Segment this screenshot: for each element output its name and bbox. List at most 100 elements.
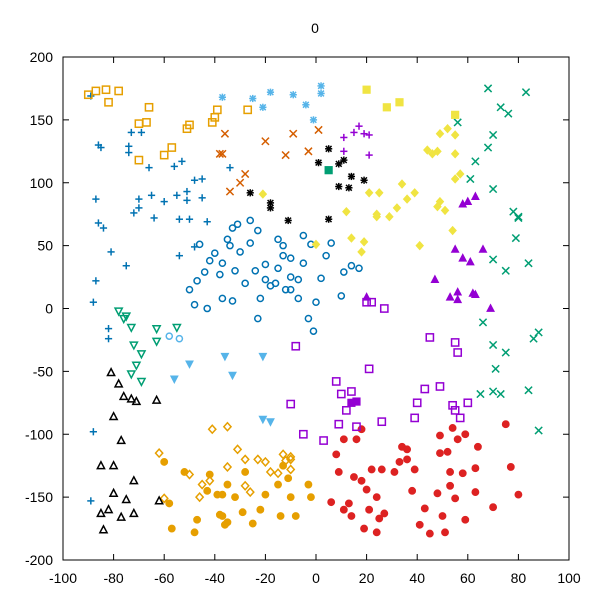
data-point (128, 475, 139, 485)
data-point (128, 507, 139, 518)
data-point (360, 524, 368, 533)
data-point (392, 203, 402, 213)
data-point (97, 143, 105, 152)
data-point (390, 468, 399, 476)
data-point (251, 266, 260, 275)
data-point (108, 460, 119, 470)
data-point (108, 487, 119, 497)
data-point (307, 493, 315, 502)
data-point (450, 406, 460, 415)
data-point (360, 130, 368, 138)
data-point (154, 495, 164, 505)
data-point (107, 248, 115, 256)
data-point (453, 118, 462, 127)
data-point (261, 137, 270, 146)
data-point (142, 118, 151, 127)
data-point (340, 133, 348, 142)
x-tick-label: -100 (49, 570, 77, 586)
data-series (165, 332, 184, 343)
data-point (170, 162, 178, 171)
data-point (344, 499, 353, 508)
data-point (218, 149, 227, 158)
data-point (254, 314, 262, 323)
data-point (355, 122, 363, 130)
data-point (231, 493, 239, 502)
data-series (286, 297, 473, 445)
data-point (114, 86, 124, 96)
data-point (253, 454, 263, 465)
data-point (317, 89, 325, 98)
data-point (218, 93, 226, 101)
data-point (365, 505, 374, 514)
data-point (286, 399, 296, 409)
data-point (145, 164, 153, 172)
data-point (246, 216, 255, 225)
data-point (425, 529, 434, 538)
data-point (455, 169, 465, 179)
data-point (410, 188, 419, 198)
data-point (223, 235, 232, 244)
data-point (266, 88, 275, 96)
data-point (125, 148, 133, 157)
data-point (113, 378, 124, 388)
data-point (450, 338, 460, 347)
data-point (135, 204, 143, 212)
data-point (195, 492, 205, 503)
data-point (289, 91, 297, 99)
data-point (118, 390, 129, 401)
data-point (478, 318, 488, 327)
data-point (441, 528, 449, 537)
data-point (486, 303, 495, 312)
data-point (350, 128, 358, 137)
data-point (258, 415, 268, 425)
data-point (116, 511, 127, 521)
data-point (104, 325, 113, 333)
y-tick-label: 50 (37, 238, 53, 254)
data-point (98, 524, 109, 534)
data-series (362, 191, 495, 312)
data-point (304, 480, 313, 489)
data-point (147, 191, 156, 199)
data-point (113, 307, 124, 317)
data-point (488, 184, 498, 194)
data-point (246, 189, 254, 197)
x-tick-label: -20 (255, 570, 275, 586)
data-point (291, 512, 300, 520)
data-point (410, 413, 420, 423)
data-point (294, 294, 303, 303)
data-point (203, 218, 211, 226)
data-point (377, 465, 386, 474)
data-point (172, 323, 182, 333)
data-point (210, 113, 220, 122)
data-point (134, 155, 144, 165)
y-tick-label: 0 (45, 301, 53, 317)
data-point (461, 515, 470, 524)
data-series (246, 145, 368, 225)
x-tick-label: 0 (312, 570, 320, 586)
data-point (347, 512, 356, 520)
data-point (347, 261, 356, 270)
data-point (367, 465, 376, 474)
data-point (379, 304, 389, 313)
data-point (261, 275, 270, 284)
data-point (311, 239, 321, 250)
data-point (212, 105, 222, 115)
data-point (415, 520, 424, 529)
data-point (137, 128, 146, 137)
data-point (266, 418, 275, 427)
data-point (340, 156, 348, 164)
data-point (289, 129, 298, 138)
data-point (104, 335, 113, 343)
data-point (302, 101, 310, 109)
data-point (150, 214, 158, 222)
data-point (167, 143, 177, 152)
data-point (423, 145, 432, 155)
data-point (203, 304, 212, 313)
data-point (299, 429, 308, 439)
data-point (225, 187, 235, 196)
data-point (294, 275, 303, 284)
data-point (274, 235, 282, 244)
data-point (451, 110, 460, 119)
data-point (362, 297, 371, 307)
data-point (103, 504, 114, 514)
